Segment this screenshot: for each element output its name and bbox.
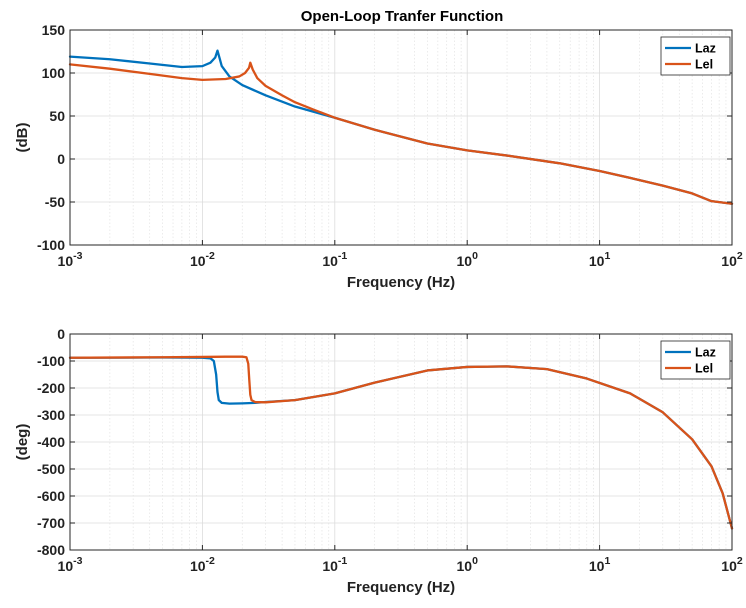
y-axis-label: (dB) <box>14 123 31 153</box>
series-line-lel <box>68 61 734 205</box>
x-tick-label: 102 <box>721 250 743 269</box>
y-tick-label: 100 <box>42 65 66 81</box>
x-tick-label: 101 <box>589 250 611 269</box>
x-axis-label: Frequency (Hz) <box>347 274 455 291</box>
x-tick-label: 102 <box>721 555 743 574</box>
legend: Laz Lel <box>660 36 731 76</box>
y-tick-label: 0 <box>57 326 65 342</box>
x-tick-label: 10-1 <box>322 250 347 269</box>
figure-title: Open-Loop Tranfer Function <box>301 8 504 25</box>
y-tick-label: -800 <box>37 542 65 558</box>
x-axis-label: Frequency (Hz) <box>347 579 455 596</box>
y-tick-label: -100 <box>37 237 65 253</box>
y-tick-label: -300 <box>37 407 65 423</box>
y-tick-label: 150 <box>42 22 66 38</box>
y-tick-label: -50 <box>45 194 65 210</box>
axes-box <box>69 29 733 246</box>
legend-label-laz: Laz <box>695 42 716 56</box>
magnitude-plot: 10-3 10-2 10-1 100 101 102 -100 -50 0 50 100 150 Fre… <box>14 22 743 291</box>
legend: Laz Lel <box>660 340 731 380</box>
y-tick-label: -400 <box>37 434 65 450</box>
legend-label-lel: Lel <box>695 362 713 376</box>
y-tick-label: -100 <box>37 353 65 369</box>
series-line-lel <box>68 355 734 530</box>
x-tick-label: 10-3 <box>58 555 83 574</box>
legend-box <box>660 36 731 76</box>
x-tick-label: 10-2 <box>190 250 215 269</box>
x-tick-label: 100 <box>456 250 478 269</box>
legend-label-lel: Lel <box>695 58 713 72</box>
x-tick-label: 10-3 <box>58 250 83 269</box>
x-tick-label: 101 <box>589 555 611 574</box>
x-tick-label: 10-1 <box>322 555 347 574</box>
y-tick-label: -500 <box>37 461 65 477</box>
y-tick-label: 0 <box>57 151 65 167</box>
legend-box <box>660 340 731 380</box>
y-tick-label: -600 <box>37 488 65 504</box>
y-tick-label: 50 <box>49 108 65 124</box>
phase-plot: 10-3 10-2 10-1 100 101 102 -800 -700 -600 -500 -40… <box>14 326 743 596</box>
y-tick-label: -200 <box>37 380 65 396</box>
y-axis-label: (deg) <box>14 424 31 461</box>
legend-label-laz: Laz <box>695 346 716 360</box>
y-tick-label: -700 <box>37 515 65 531</box>
x-tick-label: 100 <box>456 555 478 574</box>
x-tick-label: 10-2 <box>190 555 215 574</box>
